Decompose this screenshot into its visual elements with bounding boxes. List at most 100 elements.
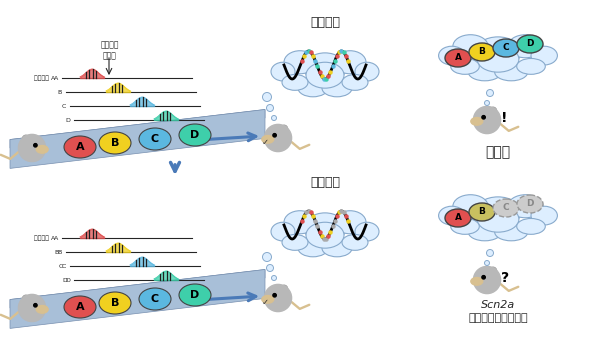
Text: D: D bbox=[526, 200, 534, 208]
Text: B: B bbox=[55, 249, 59, 255]
Circle shape bbox=[271, 116, 277, 120]
Ellipse shape bbox=[494, 64, 528, 81]
Text: C: C bbox=[151, 294, 159, 304]
Circle shape bbox=[271, 276, 277, 280]
Circle shape bbox=[266, 265, 274, 271]
Ellipse shape bbox=[469, 64, 502, 81]
Circle shape bbox=[263, 93, 271, 101]
Ellipse shape bbox=[334, 211, 366, 234]
Circle shape bbox=[473, 266, 500, 293]
Text: C: C bbox=[62, 104, 66, 108]
Ellipse shape bbox=[298, 239, 328, 257]
Ellipse shape bbox=[355, 62, 379, 81]
Ellipse shape bbox=[493, 39, 519, 57]
Polygon shape bbox=[10, 109, 265, 169]
Text: ノックアウトマウス: ノックアウトマウス bbox=[468, 313, 528, 323]
Ellipse shape bbox=[262, 136, 274, 143]
Ellipse shape bbox=[508, 195, 543, 218]
Ellipse shape bbox=[306, 62, 344, 88]
Circle shape bbox=[263, 252, 271, 261]
Ellipse shape bbox=[271, 222, 295, 241]
Text: D: D bbox=[62, 278, 67, 282]
Text: !: ! bbox=[501, 111, 507, 125]
Ellipse shape bbox=[493, 199, 519, 217]
Ellipse shape bbox=[36, 305, 48, 313]
Text: C: C bbox=[503, 43, 509, 53]
Ellipse shape bbox=[322, 239, 352, 257]
Ellipse shape bbox=[99, 132, 131, 154]
Circle shape bbox=[34, 143, 37, 147]
Circle shape bbox=[266, 105, 274, 111]
Circle shape bbox=[482, 116, 485, 119]
Ellipse shape bbox=[179, 124, 211, 146]
Circle shape bbox=[487, 249, 493, 257]
Ellipse shape bbox=[282, 235, 308, 250]
Ellipse shape bbox=[477, 206, 519, 232]
Circle shape bbox=[273, 133, 277, 137]
Circle shape bbox=[485, 100, 490, 106]
Text: D: D bbox=[190, 290, 200, 300]
Ellipse shape bbox=[471, 118, 483, 125]
Ellipse shape bbox=[64, 296, 96, 318]
Ellipse shape bbox=[451, 58, 479, 74]
Polygon shape bbox=[10, 269, 265, 329]
Ellipse shape bbox=[475, 37, 521, 67]
Polygon shape bbox=[10, 109, 265, 148]
Text: D: D bbox=[190, 130, 200, 140]
Circle shape bbox=[34, 303, 37, 307]
Ellipse shape bbox=[451, 218, 479, 234]
Ellipse shape bbox=[282, 75, 308, 90]
Text: C: C bbox=[503, 204, 509, 213]
Text: 場所細胞 A: 場所細胞 A bbox=[34, 235, 55, 241]
Ellipse shape bbox=[334, 51, 366, 74]
Ellipse shape bbox=[508, 35, 543, 58]
Ellipse shape bbox=[22, 135, 30, 143]
Text: D: D bbox=[526, 40, 534, 49]
Text: A: A bbox=[455, 214, 461, 223]
Text: D: D bbox=[65, 278, 70, 282]
Circle shape bbox=[487, 89, 493, 97]
Text: A: A bbox=[54, 236, 58, 240]
Ellipse shape bbox=[139, 128, 171, 150]
Ellipse shape bbox=[64, 136, 96, 158]
Ellipse shape bbox=[284, 51, 316, 74]
Ellipse shape bbox=[284, 211, 316, 234]
Ellipse shape bbox=[280, 125, 288, 133]
Text: 場所細胞 A: 場所細胞 A bbox=[34, 75, 55, 81]
Circle shape bbox=[265, 284, 292, 312]
Text: C: C bbox=[59, 264, 63, 269]
Text: リプレイ: リプレイ bbox=[310, 15, 340, 29]
Ellipse shape bbox=[489, 107, 497, 115]
Text: B: B bbox=[479, 47, 485, 56]
Text: A: A bbox=[76, 142, 85, 152]
Ellipse shape bbox=[453, 195, 488, 218]
Ellipse shape bbox=[469, 43, 495, 61]
Text: A: A bbox=[76, 302, 85, 312]
Ellipse shape bbox=[445, 209, 471, 227]
Ellipse shape bbox=[517, 218, 545, 234]
Ellipse shape bbox=[517, 195, 543, 213]
Circle shape bbox=[482, 276, 485, 279]
Ellipse shape bbox=[475, 197, 521, 227]
Ellipse shape bbox=[517, 35, 543, 53]
Text: リプレイ: リプレイ bbox=[310, 175, 340, 189]
Text: 野生型: 野生型 bbox=[485, 145, 511, 159]
Ellipse shape bbox=[342, 75, 368, 90]
Ellipse shape bbox=[36, 146, 48, 153]
Ellipse shape bbox=[280, 285, 288, 293]
Text: B: B bbox=[479, 207, 485, 216]
Text: ?: ? bbox=[501, 271, 509, 285]
Text: Scn2a: Scn2a bbox=[481, 300, 515, 310]
Ellipse shape bbox=[531, 206, 557, 225]
Text: C: C bbox=[62, 264, 66, 269]
Ellipse shape bbox=[99, 292, 131, 314]
Text: ✓: ✓ bbox=[262, 298, 269, 307]
Circle shape bbox=[265, 125, 292, 152]
Text: C: C bbox=[151, 134, 159, 144]
Ellipse shape bbox=[22, 295, 30, 303]
Ellipse shape bbox=[262, 295, 274, 303]
Text: 場所細胞
の活動: 場所細胞 の活動 bbox=[101, 40, 119, 60]
Text: B: B bbox=[58, 249, 62, 255]
Ellipse shape bbox=[471, 278, 483, 285]
Text: B: B bbox=[58, 89, 62, 95]
